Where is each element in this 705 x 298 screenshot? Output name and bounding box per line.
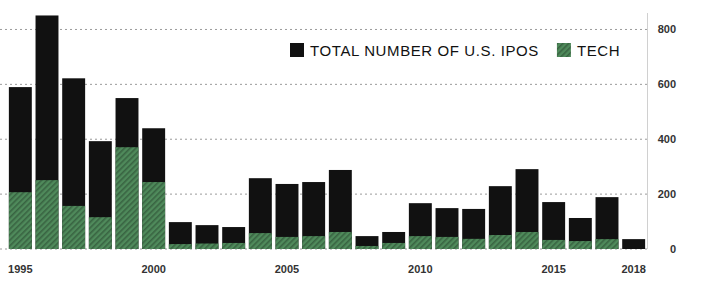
x-tick-label: 1995 — [8, 263, 32, 275]
bar — [596, 197, 619, 249]
bar — [569, 218, 592, 249]
bar — [89, 141, 112, 249]
y-tick-label: 400 — [658, 133, 676, 145]
legend: TOTAL NUMBER OF U.S. IPOS TECH — [290, 42, 620, 59]
bar — [62, 206, 85, 249]
bar — [382, 243, 405, 249]
bar — [169, 222, 192, 249]
bar — [356, 236, 379, 249]
bar — [436, 208, 459, 249]
bar — [36, 180, 59, 249]
x-tick-label: 2000 — [141, 263, 165, 275]
bar — [356, 246, 379, 249]
bar — [9, 192, 32, 249]
bar — [462, 239, 485, 249]
bar — [409, 203, 432, 249]
bar — [142, 128, 165, 249]
bar — [596, 239, 619, 249]
bar — [222, 243, 245, 249]
bar — [249, 178, 272, 249]
bar — [569, 241, 592, 249]
y-tick-label: 600 — [658, 78, 676, 90]
chart-container: 0 200 400 600 800 1995 2000 2005 2010 2015 2018 TOT… — [0, 0, 705, 298]
y-tick-label: 200 — [658, 188, 676, 200]
bar — [62, 78, 85, 249]
bar — [169, 244, 192, 249]
legend-swatch — [290, 43, 304, 57]
bar — [116, 98, 139, 249]
bar — [542, 240, 565, 249]
bar — [276, 237, 299, 249]
bar — [196, 244, 219, 249]
bar — [116, 147, 139, 249]
x-tick-label: 2010 — [408, 263, 432, 275]
bar — [9, 87, 32, 249]
bar — [249, 233, 272, 249]
x-tick-label: 2018 — [621, 263, 645, 275]
x-tick-label: 2005 — [275, 263, 299, 275]
grid-line — [0, 29, 647, 30]
bar — [436, 237, 459, 249]
bar — [329, 170, 352, 249]
legend-label: TOTAL NUMBER OF U.S. IPOS — [310, 42, 539, 59]
bar — [409, 236, 432, 249]
bar — [276, 184, 299, 249]
bar — [382, 232, 405, 249]
y-tick-label: 800 — [658, 23, 676, 35]
bar — [489, 235, 512, 249]
y-tick-label: 0 — [670, 243, 676, 255]
bar — [196, 225, 219, 249]
grid-line — [0, 84, 647, 85]
chart-svg: 0 200 400 600 800 1995 2000 2005 2010 2015 2018 TOT… — [0, 0, 705, 298]
legend-label: TECH — [577, 42, 620, 59]
legend-swatch — [557, 43, 571, 57]
bar — [489, 186, 512, 249]
bars — [9, 15, 645, 249]
grid-line — [0, 139, 647, 140]
y-axis-line — [647, 13, 648, 249]
bar — [89, 217, 112, 249]
bar — [222, 227, 245, 249]
x-tick-label: 2015 — [541, 263, 565, 275]
bar — [302, 236, 325, 249]
bar — [329, 232, 352, 249]
bar — [302, 182, 325, 249]
bar — [516, 232, 539, 249]
bar — [36, 15, 59, 249]
bar — [622, 239, 645, 249]
grid — [0, 29, 647, 249]
bar — [542, 202, 565, 249]
bar — [516, 169, 539, 249]
bar — [462, 209, 485, 249]
bar — [142, 182, 165, 249]
